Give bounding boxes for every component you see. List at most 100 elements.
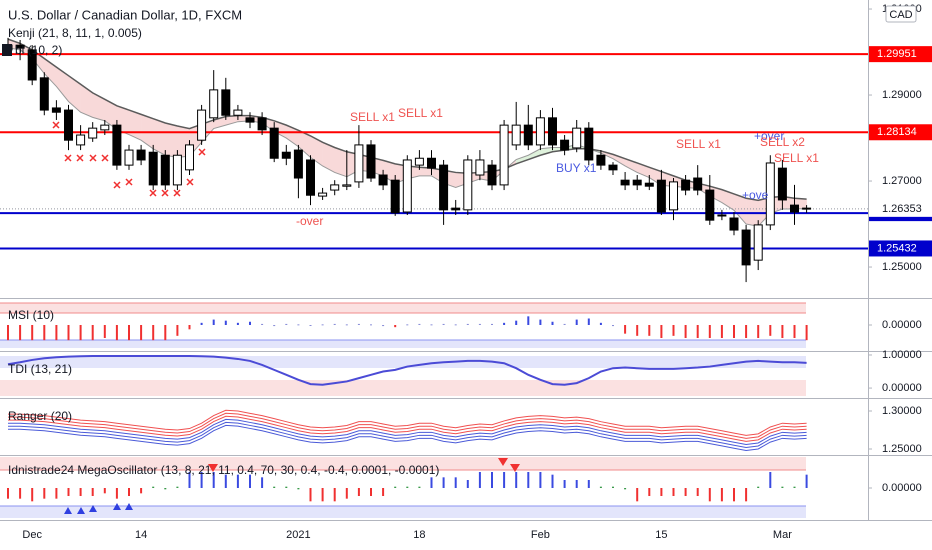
histogram-bar — [720, 488, 723, 502]
cross-markers — [52, 121, 206, 197]
cross-marker — [101, 154, 109, 162]
histogram-bar — [805, 474, 808, 488]
histogram-bar — [757, 325, 760, 338]
histogram-bar — [406, 324, 409, 326]
candle-body — [15, 44, 25, 49]
histogram-bar — [67, 325, 70, 341]
histogram-bar — [345, 488, 348, 499]
candle-body — [185, 144, 194, 171]
cross-marker — [76, 154, 84, 162]
candle-body — [366, 144, 376, 179]
annotation: SELL x1 — [350, 110, 395, 124]
candle-body — [160, 154, 170, 186]
candle-body — [777, 167, 787, 201]
histogram-bar — [55, 488, 58, 499]
histogram-bar — [418, 486, 421, 488]
histogram-bar — [382, 488, 385, 496]
histogram-bar — [200, 322, 203, 325]
histogram-bar — [91, 325, 94, 341]
histogram-bar — [515, 472, 518, 488]
histogram-bar — [672, 488, 675, 496]
cross-marker — [89, 154, 97, 162]
histogram-bar — [587, 318, 590, 325]
candle-body — [802, 207, 812, 210]
pane-label: Ranger (20) — [8, 409, 72, 423]
candle-body — [463, 159, 473, 211]
candle-body — [76, 134, 86, 146]
msi-lower-band — [0, 340, 806, 348]
candle-body — [172, 154, 182, 186]
candle-body — [342, 184, 352, 187]
histogram-bar — [478, 323, 481, 325]
candle-body — [124, 149, 134, 166]
candle-body — [439, 164, 449, 211]
candle-body — [88, 127, 98, 139]
x-tick-label: 2021 — [286, 529, 310, 541]
histogram-bar — [382, 325, 385, 327]
histogram-bar — [115, 325, 118, 341]
candle-body — [209, 89, 219, 119]
candle-body — [378, 174, 388, 186]
ranger-lower — [8, 421, 807, 448]
legend-icon — [2, 44, 12, 56]
candle-body — [741, 229, 751, 266]
candle-body — [281, 151, 291, 159]
histogram-bar — [503, 472, 506, 488]
y-tick-label: 1.29000 — [882, 89, 922, 101]
candle-body — [475, 159, 485, 176]
annotation: SELL x1 — [398, 106, 443, 120]
buy-triangles — [64, 503, 133, 514]
histogram-bar — [309, 325, 312, 326]
annotation: BUY x1 — [556, 161, 597, 175]
histogram-bar — [345, 324, 348, 326]
histogram-bar — [103, 488, 106, 494]
candle-body — [197, 109, 207, 141]
histogram-bar — [128, 488, 130, 496]
histogram-bar — [43, 488, 46, 499]
histogram-bar — [152, 325, 155, 341]
level-label: 1.25432 — [877, 242, 917, 254]
candle-body — [656, 179, 666, 213]
histogram-bar — [575, 319, 578, 325]
histogram-bar — [236, 474, 239, 488]
histogram-bar — [575, 480, 578, 488]
histogram-bar — [176, 325, 179, 336]
candle-body — [729, 217, 739, 231]
histogram-bar — [418, 323, 421, 325]
histogram-bar — [466, 323, 469, 325]
candle-body — [765, 162, 775, 226]
histogram-bar — [636, 488, 639, 502]
histogram-bar — [793, 486, 796, 488]
histogram-bar — [430, 477, 433, 488]
histogram-bar — [599, 486, 602, 488]
x-tick-label: 14 — [135, 529, 147, 541]
histogram-bar — [696, 488, 699, 496]
histogram-bar — [442, 477, 445, 488]
candle-body — [233, 109, 243, 116]
msi-upper-band — [0, 303, 806, 313]
histogram-bar — [285, 323, 288, 325]
histogram-bar — [273, 325, 276, 327]
candle-body — [269, 127, 279, 159]
histogram-bar — [684, 325, 687, 338]
histogram-bar — [309, 488, 312, 502]
candle-body — [584, 127, 594, 161]
histogram-bar — [696, 325, 699, 338]
candle-body — [64, 109, 73, 141]
ranger-upper — [8, 412, 807, 439]
candle-body — [100, 124, 110, 131]
level-label: 1.29951 — [877, 48, 917, 60]
candle-body — [644, 182, 654, 187]
histogram-bar — [357, 488, 360, 496]
axes — [0, 0, 932, 521]
histogram-bar — [91, 488, 94, 496]
candle-body — [112, 124, 122, 166]
histogram-bar — [648, 325, 651, 336]
cross-marker — [198, 148, 206, 156]
histogram-bar — [103, 325, 106, 338]
candle-body — [548, 117, 557, 146]
candle-body — [499, 124, 509, 186]
currency-badge — [885, 5, 917, 23]
y-tick-label: 1.30000 — [882, 405, 922, 417]
